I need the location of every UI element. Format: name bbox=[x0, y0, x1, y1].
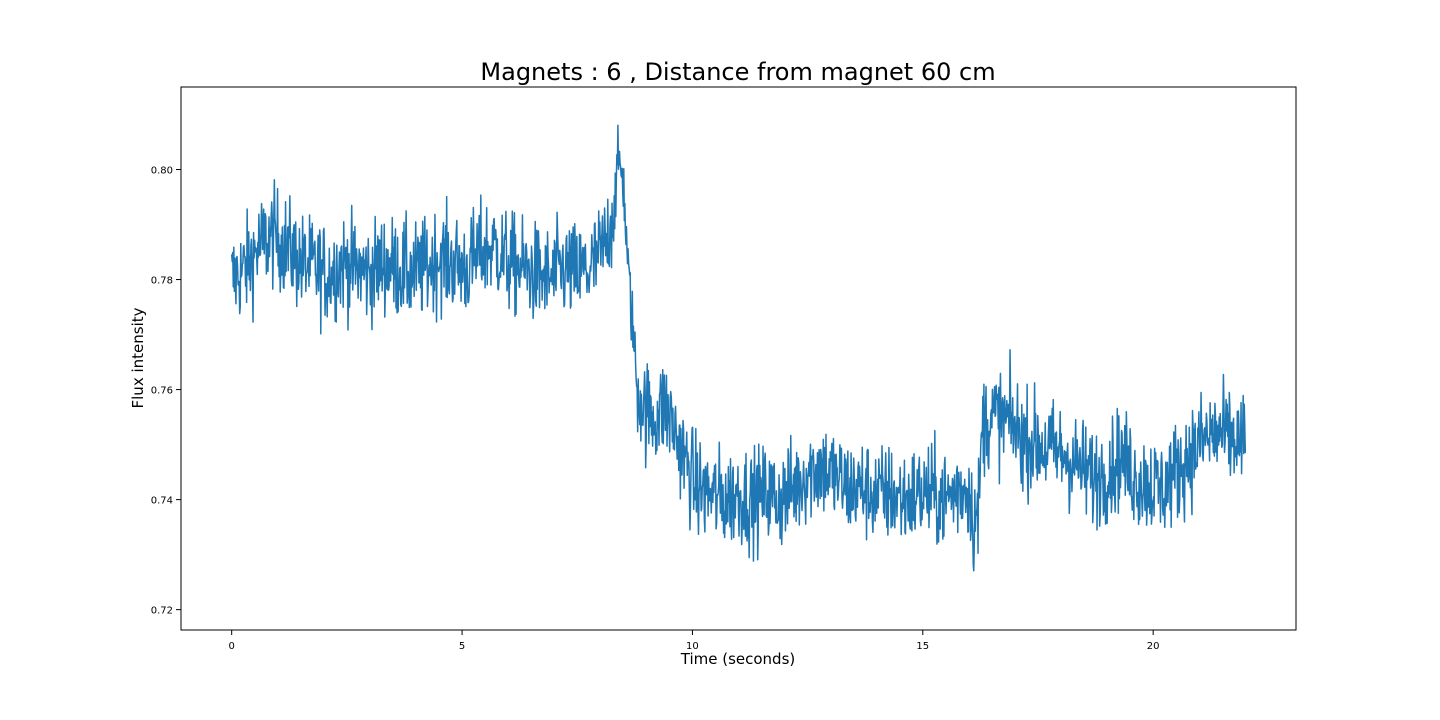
x-tick-label: 20 bbox=[1147, 641, 1160, 652]
chart-title: Magnets : 6 , Distance from magnet 60 cm bbox=[480, 58, 995, 86]
y-tick-label: 0.74 bbox=[151, 496, 173, 507]
y-axis-label: Flux intensity bbox=[129, 307, 147, 408]
series-layer bbox=[230, 124, 1247, 572]
x-axis: 0 5 10 15 20 bbox=[228, 630, 1160, 652]
x-tick-label: 10 bbox=[686, 641, 699, 652]
flux-series-line bbox=[230, 124, 1247, 572]
x-tick-label: 5 bbox=[459, 641, 465, 652]
y-tick-label: 0.72 bbox=[151, 606, 173, 617]
x-axis-label: Time (seconds) bbox=[680, 650, 796, 668]
y-tick-label: 0.78 bbox=[151, 276, 173, 287]
plot-frame bbox=[180, 86, 1297, 631]
y-tick-label: 0.76 bbox=[151, 386, 173, 397]
y-tick-label: 0.80 bbox=[151, 166, 173, 177]
x-tick-label: 0 bbox=[228, 641, 234, 652]
y-axis: 0.72 0.74 0.76 0.78 0.80 bbox=[151, 166, 181, 617]
x-tick-label: 15 bbox=[916, 641, 929, 652]
